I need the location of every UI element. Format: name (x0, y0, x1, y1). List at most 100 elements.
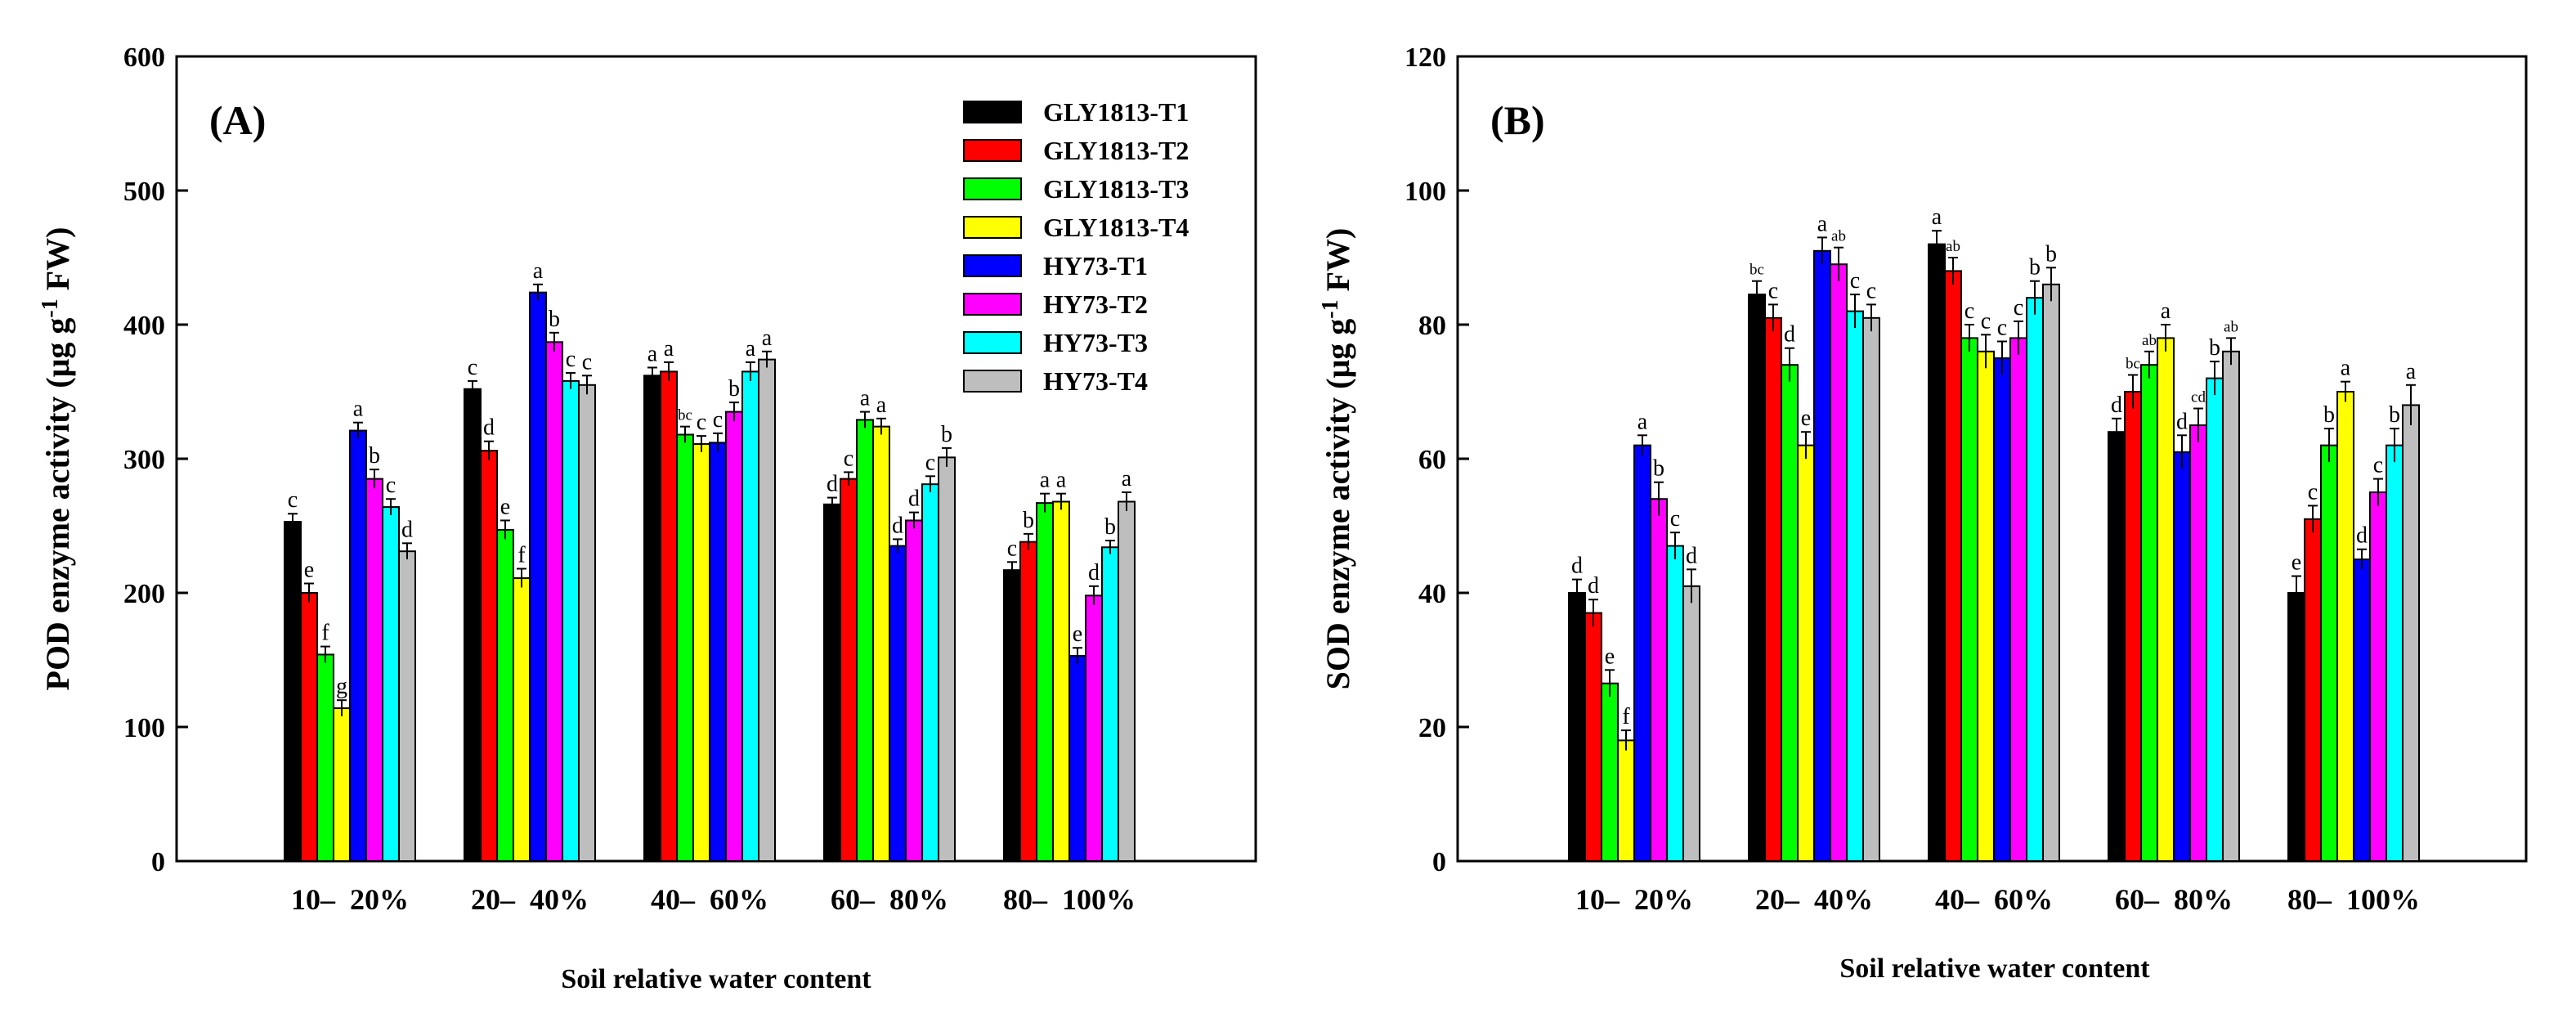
bar (2386, 444, 2404, 862)
bar (1764, 316, 1782, 862)
significance-letter: b (1023, 508, 1034, 533)
legend-swatch (963, 139, 1022, 162)
bar (464, 388, 482, 863)
significance-letter: f (517, 542, 526, 568)
significance-letter: a (2406, 359, 2417, 384)
bar (316, 653, 334, 862)
bar (905, 519, 923, 862)
bar (1036, 502, 1054, 862)
significance-letter: c (1768, 278, 1778, 303)
bar (921, 483, 939, 862)
y-axis-title-b: SOD enzyme activity (μg g-1 FW) (1318, 228, 1356, 690)
y-title-main-b: SOD enzyme activity (μg g (1319, 319, 1356, 690)
significance-letter: b (2323, 402, 2335, 428)
y-tick-label: 100 (1404, 177, 1446, 207)
x-category-label: 60– 80% (2115, 883, 2233, 916)
bar (872, 425, 890, 862)
significance-letter: g (336, 674, 347, 699)
bar (2336, 391, 2354, 862)
bar (1666, 545, 1684, 862)
legend-label: GLY1813-T1 (1043, 97, 1189, 127)
bar (513, 577, 531, 863)
bar (1993, 357, 2011, 862)
significance-letter: e (2292, 550, 2301, 576)
significance-letter: a (353, 397, 364, 422)
bar (2206, 377, 2224, 863)
significance-letter: a (1056, 468, 1067, 493)
legend-label: HY73-T3 (1043, 328, 1148, 357)
significance-letter: ab (1946, 238, 1960, 255)
bar (349, 429, 367, 862)
bar (2140, 364, 2158, 862)
significance-letter: e (1605, 644, 1615, 669)
y-title-unit-a: FW) (39, 227, 76, 299)
bar (1118, 500, 1136, 862)
x-category-label: 60– 80% (831, 883, 948, 916)
significance-letter: a (1932, 204, 1942, 230)
bar (529, 291, 547, 862)
bar (1846, 310, 1864, 863)
significance-letter: a (746, 336, 756, 361)
x-category-label: 10– 20% (1575, 883, 1693, 916)
significance-letter: e (304, 558, 314, 583)
significance-letter: a (1637, 409, 1648, 434)
significance-letter: c (1850, 268, 1860, 294)
x-axis-title-a: Soil relative water content (561, 964, 871, 994)
significance-letter: b (2029, 255, 2041, 280)
x-axis-categories-a: 10– 20% 20– 40% 40– 60% 60– 80% 80– 100% (291, 883, 1136, 916)
bar (1797, 444, 1815, 862)
significance-letter: e (1801, 406, 1811, 431)
bar (2026, 297, 2044, 862)
y-tick-label: 0 (151, 847, 165, 877)
significance-letter: b (728, 376, 740, 402)
y-tick-label: 300 (123, 445, 165, 475)
bar (2353, 559, 2371, 862)
significance-letter: b (2209, 335, 2220, 361)
significance-letter: ab (2142, 332, 2157, 349)
legend-label: GLY1813-T3 (1043, 174, 1189, 204)
significance-letter: a (2161, 298, 2171, 324)
legend-swatch (963, 216, 1022, 239)
legend-label: HY73-T1 (1043, 251, 1148, 280)
significance-letter: d (827, 472, 838, 497)
significance-letter: ab (2224, 318, 2238, 335)
bar (758, 358, 776, 862)
significance-letter: bc (678, 407, 692, 424)
bar (1568, 592, 1586, 862)
bar (2108, 431, 2126, 862)
y-tick-label: 100 (123, 713, 165, 743)
bar (2304, 518, 2322, 862)
significance-letter: cd (2191, 389, 2206, 406)
bar (480, 450, 498, 862)
bar (2189, 424, 2207, 862)
bar (1944, 270, 1962, 862)
significance-letter: a (1817, 211, 1828, 236)
significance-letter: d (483, 415, 495, 441)
bar (1633, 444, 1651, 862)
y-axis-a: 0 100 200 300 400 500 600 (123, 43, 188, 877)
y-tick-label: 400 (123, 311, 165, 341)
significance-letter: a (2341, 356, 2351, 381)
significance-letter: a (1040, 468, 1051, 493)
x-axis-title-b: Soil relative water content (1839, 953, 2150, 984)
bar (643, 375, 661, 862)
bar (2222, 350, 2240, 862)
significance-letter: b (941, 422, 952, 447)
x-category-label: 20– 40% (1755, 883, 1873, 916)
x-axis-categories-b: 10– 20% 20– 40% 40– 60% 60– 80% 80– 100% (1575, 883, 2420, 916)
significance-letter: d (2356, 523, 2368, 549)
legend-label: GLY1813-T2 (1043, 136, 1189, 165)
bar (1862, 316, 1880, 862)
bar (1052, 500, 1070, 862)
legend-label: HY73-T2 (1043, 289, 1148, 319)
bar (365, 478, 383, 862)
y-axis-b: 0 20 40 60 80 100 120 (1404, 43, 1469, 877)
bar (2009, 337, 2027, 862)
bar (889, 545, 907, 862)
legend-swatch (963, 293, 1022, 316)
significance-letter: b (2045, 241, 2057, 267)
